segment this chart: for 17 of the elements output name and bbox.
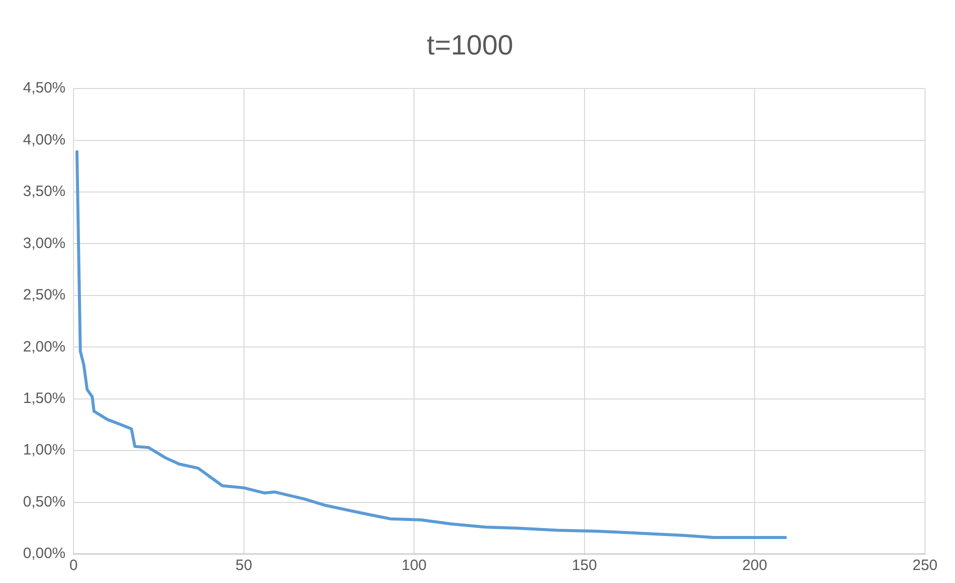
x-tick-label: 100 xyxy=(402,557,427,574)
y-tick-label: 3,00% xyxy=(22,234,66,252)
x-tick-label: 0 xyxy=(69,557,78,574)
y-tick-label: 2,50% xyxy=(22,286,66,304)
y-tick-label: 0,00% xyxy=(22,545,66,562)
x-tick-label: 50 xyxy=(235,557,252,574)
y-tick-label: 1,00% xyxy=(22,442,66,459)
y-tick-label: 3,50% xyxy=(22,183,66,200)
chart-title: t=1000 xyxy=(426,30,514,61)
x-tick-label: 200 xyxy=(742,557,768,574)
x-tick-label: 250 xyxy=(912,557,938,574)
y-tick-label: 1,50% xyxy=(22,390,66,408)
y-tick-label: 0,50% xyxy=(22,493,66,510)
y-tick-label: 2,00% xyxy=(22,338,66,356)
x-tick-label: 150 xyxy=(572,557,597,574)
y-tick-label: 4,00% xyxy=(22,131,66,148)
y-tick-label: 4,50% xyxy=(22,80,66,97)
